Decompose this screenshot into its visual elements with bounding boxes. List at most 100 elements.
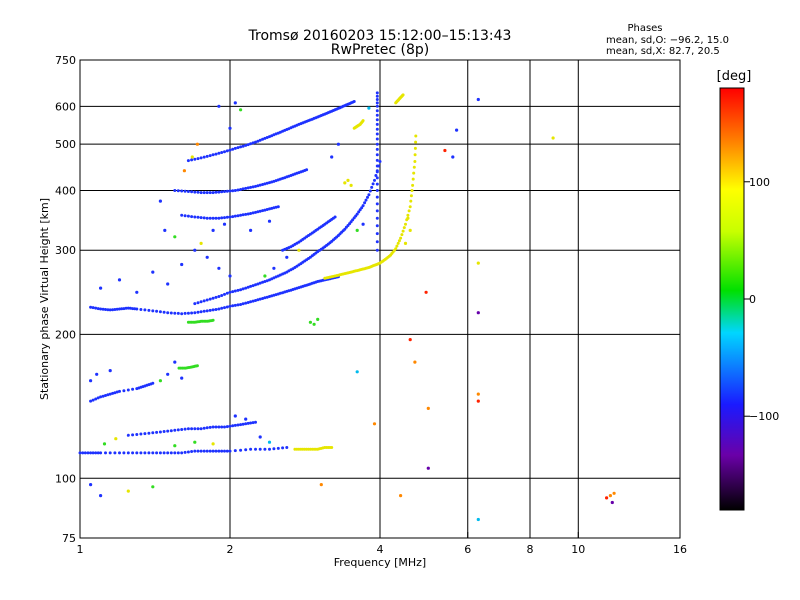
trace-point <box>249 284 253 288</box>
trace-point <box>246 421 250 425</box>
trace-point <box>409 199 413 203</box>
trace-point <box>173 311 177 315</box>
trace-point <box>190 311 194 315</box>
trace-point <box>108 392 112 396</box>
trace-point <box>236 214 240 218</box>
trace-point <box>151 451 155 455</box>
scatter-point <box>403 241 408 245</box>
trace-point <box>220 216 224 220</box>
scatter-point <box>272 266 276 270</box>
trace-point <box>244 286 248 290</box>
trace-point <box>220 190 224 194</box>
trace-point <box>122 307 126 311</box>
trace-point <box>241 422 245 426</box>
trace-point <box>261 297 265 300</box>
trace-point <box>208 154 212 158</box>
trace-point <box>99 307 103 311</box>
trace-point <box>135 433 139 436</box>
trace-point <box>115 390 119 394</box>
trace-point <box>199 427 203 431</box>
trace-point <box>263 136 267 140</box>
trace-point <box>106 393 110 397</box>
scatter-point <box>476 97 480 102</box>
trace-point <box>375 153 379 157</box>
trace-point <box>135 451 139 455</box>
trace-point <box>246 285 250 289</box>
scatter-point <box>217 104 221 108</box>
scatter-point <box>166 282 170 286</box>
trace-point <box>196 310 200 314</box>
trace-point <box>265 181 269 185</box>
trace-point <box>151 381 155 385</box>
scatter-point <box>367 106 371 110</box>
scatter-point <box>95 372 99 376</box>
trace-point <box>231 189 235 193</box>
trace-point <box>91 451 95 455</box>
trace-point <box>244 422 248 426</box>
scatter-point <box>285 255 289 259</box>
trace-point <box>410 189 414 192</box>
trace-point <box>256 282 260 286</box>
trace-point <box>143 432 147 436</box>
scatter-point <box>195 142 199 146</box>
trace-point <box>241 187 245 191</box>
trace-point <box>375 132 379 136</box>
trace-point <box>244 186 248 190</box>
trace-point <box>261 280 265 284</box>
trace-point <box>118 451 121 455</box>
trace-point <box>265 136 269 139</box>
scatter-point <box>211 228 215 232</box>
scatter-point <box>233 101 237 105</box>
scatter-point <box>424 290 428 294</box>
trace-point <box>211 318 215 322</box>
trace-point <box>195 364 199 368</box>
trace-point <box>254 299 257 302</box>
trace-point <box>402 226 406 230</box>
trace-point <box>193 449 197 453</box>
trace-point <box>241 144 245 148</box>
trace-point <box>199 216 203 220</box>
scatter-point <box>211 442 215 446</box>
trace-point <box>176 189 180 193</box>
scatter-point <box>455 128 459 132</box>
scatter-point <box>173 444 177 448</box>
trace-point <box>225 425 229 429</box>
scatter-point <box>135 290 139 294</box>
trace-point <box>246 143 250 147</box>
scatter-point <box>158 379 162 383</box>
trace-point <box>263 208 267 212</box>
trace-point <box>225 305 229 309</box>
trace-point <box>375 248 379 252</box>
trace-point <box>202 155 206 159</box>
scatter-point <box>408 228 412 232</box>
trace-point <box>96 307 100 311</box>
trace-point <box>162 310 166 314</box>
trace-point <box>131 433 135 437</box>
scatter-point <box>426 466 430 470</box>
trace-point <box>408 205 412 209</box>
trace-point <box>193 302 197 306</box>
trace-point <box>225 189 229 193</box>
trace-point <box>272 447 276 451</box>
trace-point <box>196 157 200 161</box>
trace-point <box>375 109 379 113</box>
scatter-point <box>612 491 616 495</box>
trace-point <box>375 98 379 101</box>
trace-point <box>113 391 117 395</box>
scatter-point <box>372 422 377 426</box>
trace-point <box>261 183 265 186</box>
trace-point <box>366 195 369 199</box>
trace-point <box>217 151 221 155</box>
trace-point <box>214 295 218 299</box>
trace-point <box>357 210 361 214</box>
y-tick-label: 500 <box>55 138 76 151</box>
scatter-point <box>476 392 480 396</box>
trace-point <box>101 307 105 311</box>
trace-point <box>411 177 415 181</box>
trace-point <box>99 451 103 455</box>
trace-point <box>139 451 143 455</box>
trace-point <box>190 215 194 219</box>
y-tick-label: 200 <box>55 328 76 341</box>
trace-point <box>208 449 212 453</box>
